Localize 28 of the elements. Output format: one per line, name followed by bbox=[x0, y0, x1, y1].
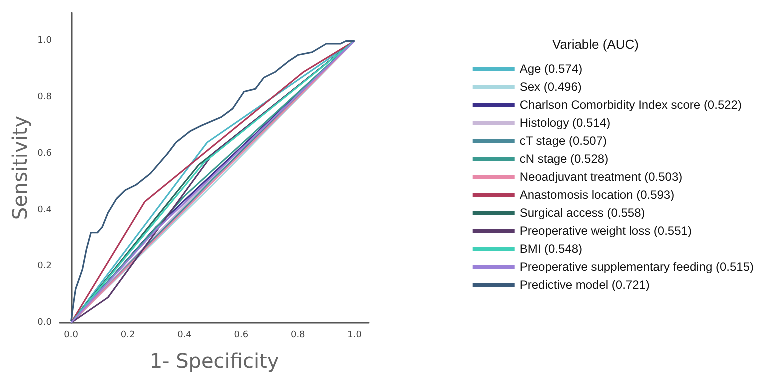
x-tick-label: 1.0 bbox=[348, 330, 362, 340]
y-tick-label: 0.0 bbox=[38, 318, 52, 328]
legend-label: cT stage (0.507) bbox=[520, 134, 608, 148]
x-tick-label: 0.4 bbox=[178, 330, 192, 340]
legend-label: Preoperative weight loss (0.551) bbox=[520, 224, 692, 238]
x-tick-label: 0.8 bbox=[290, 330, 306, 340]
y-axis-title: Sensitivity bbox=[8, 116, 32, 220]
legend-label: Charlson Comorbidity Index score (0.522) bbox=[520, 98, 742, 112]
legend-label: BMI (0.548) bbox=[520, 242, 583, 256]
legend-label: Sex (0.496) bbox=[520, 80, 582, 94]
y-tick-label: 0.8 bbox=[38, 92, 52, 103]
legend-title: Variable (AUC) bbox=[552, 37, 640, 52]
x-tick-label: 0.2 bbox=[120, 330, 136, 340]
legend-label: Anastomosis location (0.593) bbox=[520, 188, 675, 202]
legend-label: cN stage (0.528) bbox=[520, 152, 609, 166]
x-tick-label: 0.6 bbox=[234, 330, 249, 340]
legend-label: Neoadjuvant treatment (0.503) bbox=[520, 170, 683, 184]
legend-label: Preoperative supplementary feeding (0.515) bbox=[520, 260, 754, 274]
y-tick-label: 1.0 bbox=[38, 36, 52, 46]
legend-label: Age (0.574) bbox=[520, 62, 583, 76]
y-tick-label: 0.2 bbox=[38, 262, 52, 272]
legend-label: Predictive model (0.721) bbox=[520, 278, 650, 292]
y-tick-label: 0.4 bbox=[38, 205, 52, 216]
x-tick-label: 0.0 bbox=[64, 330, 79, 340]
y-tick-label: 0.6 bbox=[38, 148, 52, 159]
x-axis-title: 1- Specificity bbox=[150, 349, 280, 373]
legend-label: Histology (0.514) bbox=[520, 116, 611, 130]
legend-label: Surgical access (0.558) bbox=[520, 206, 646, 220]
